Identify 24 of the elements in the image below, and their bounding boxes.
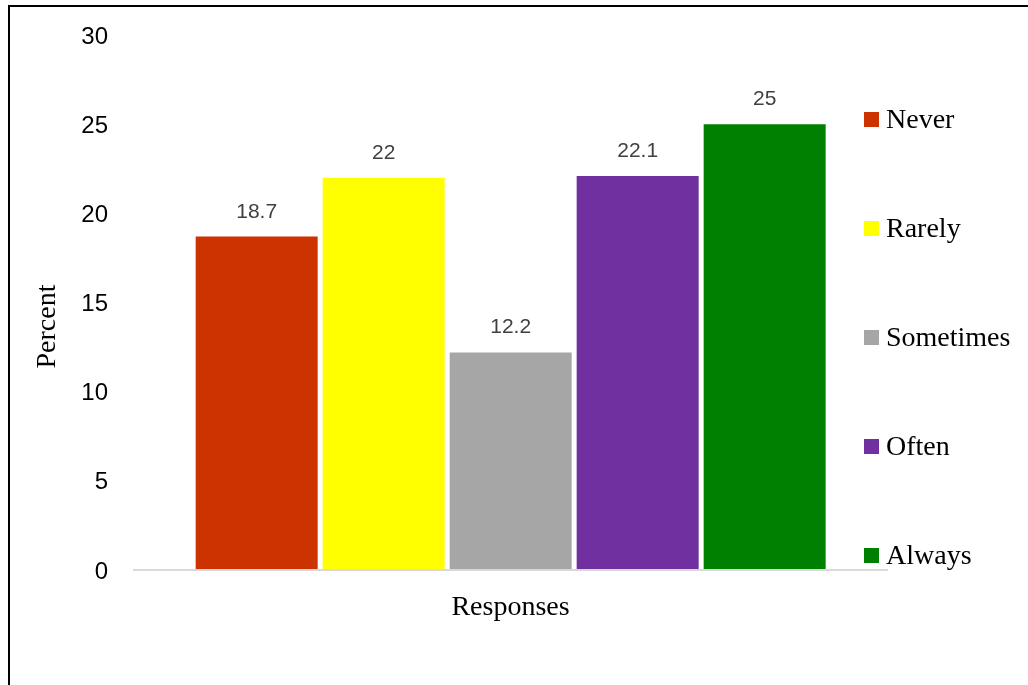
legend-label: Often (886, 430, 950, 462)
y-tick-label: 25 (81, 110, 108, 138)
y-axis-title: Percent (29, 284, 61, 369)
y-tick-label: 20 (81, 199, 108, 227)
x-axis-title: Responses (451, 589, 570, 621)
y-tick-label: 30 (81, 21, 108, 49)
data-label: 22 (371, 139, 396, 163)
data-label: 18.7 (236, 198, 278, 222)
bar (449, 352, 572, 570)
y-tick-label: 15 (81, 289, 108, 317)
y-tick-label: 5 (94, 467, 108, 495)
y-tick-label: 0 (94, 556, 108, 584)
y-tick-label: 10 (81, 378, 108, 406)
data-label: 12.2 (490, 314, 532, 338)
legend-label: Always (886, 539, 972, 571)
legend-label: Never (886, 103, 955, 135)
data-label: 22.1 (617, 137, 659, 161)
bar (576, 175, 699, 570)
legend-label: Sometimes (886, 321, 1011, 353)
data-label: 25 (752, 86, 777, 110)
legend-label: Rarely (886, 212, 961, 244)
bar (703, 124, 826, 570)
bar (322, 177, 445, 570)
bar (195, 236, 318, 570)
